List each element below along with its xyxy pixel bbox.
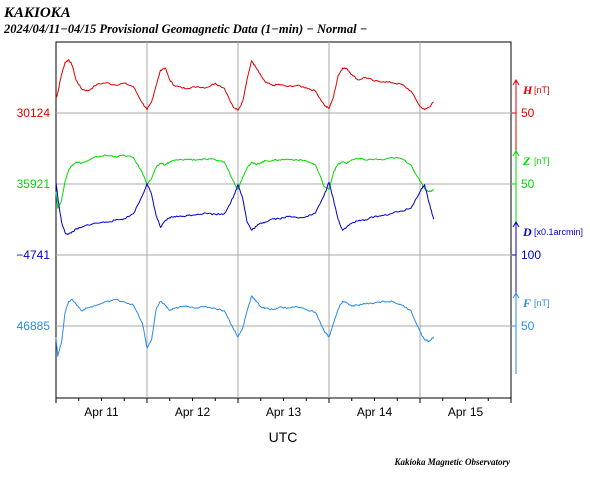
series-h-line [55, 59, 434, 111]
right-tick-label-d: 100 [521, 248, 541, 262]
axis-arrow-icon [512, 221, 520, 228]
x-tick-label: Apr 14 [357, 405, 393, 419]
right-tick-label-f: 50 [521, 319, 535, 333]
x-tick-label: Apr 15 [448, 405, 484, 419]
component-name-d: D [522, 225, 532, 239]
observatory-credit: Kakioka Magnetic Observatory [394, 457, 511, 467]
series-f-line [55, 295, 435, 357]
x-tick-label: Apr 11 [84, 405, 119, 419]
baseline-label-z: 35921 [17, 177, 51, 191]
axis-arrow-icon [512, 79, 520, 86]
series-d-line [55, 181, 435, 235]
right-tick-label-z: 50 [521, 177, 535, 191]
component-name-z: Z [522, 154, 531, 168]
right-tick-label-h: 50 [521, 106, 535, 120]
component-unit-z: [nT] [534, 156, 550, 166]
x-axis-label: UTC [269, 429, 298, 445]
component-name-f: F [522, 296, 531, 310]
component-unit-d: [x0.1arcmin] [534, 227, 583, 237]
series-z-line [55, 154, 435, 209]
axis-arrow-icon [512, 292, 520, 299]
baseline-labels: 30124 35921 −4741 46885 [16, 106, 50, 333]
plot-frame [55, 41, 512, 399]
component-unit-h: [nT] [534, 85, 550, 95]
x-tick-label: Apr 12 [175, 405, 211, 419]
baseline-label-f: 46885 [17, 319, 51, 333]
chart-subtitle: 2024/04/11−04/15 Provisional Geomagnetic… [3, 22, 367, 36]
baseline-label-h: 30124 [17, 106, 51, 120]
axis-arrow-icon [512, 150, 520, 157]
component-name-h: H [522, 83, 533, 97]
grid-lines [56, 42, 511, 398]
component-unit-f: [nT] [534, 298, 550, 308]
station-title: KAKIOKA [3, 5, 71, 21]
x-tick-label: Apr 13 [266, 405, 302, 419]
series-lines [55, 59, 435, 357]
baseline-label-d: −4741 [16, 248, 50, 262]
x-axis: Apr 11 Apr 12 Apr 13 Apr 14 Apr 15 [55, 398, 512, 419]
